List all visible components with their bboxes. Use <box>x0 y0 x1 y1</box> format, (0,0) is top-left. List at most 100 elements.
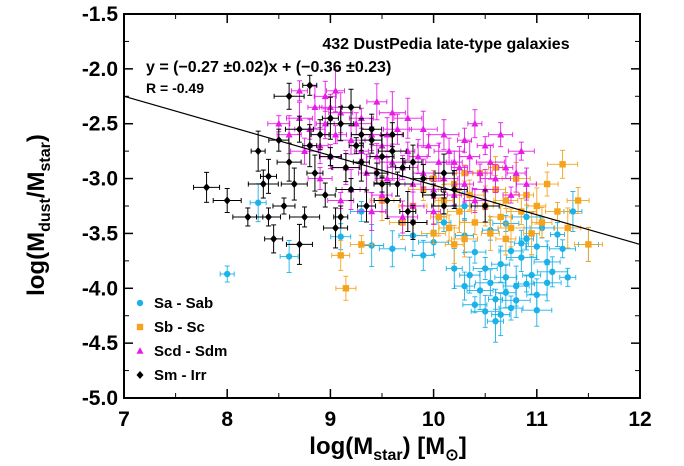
data-point <box>471 119 479 127</box>
data-point <box>409 158 417 167</box>
data-point <box>285 253 293 260</box>
data-point <box>461 282 468 290</box>
data-point <box>290 180 298 189</box>
data-point <box>244 212 252 221</box>
y-tick-label--3.0: -3.0 <box>82 168 118 191</box>
data-point <box>332 223 340 232</box>
data-point <box>373 169 381 178</box>
y-axis-label: log(Mdust/Mstar) <box>23 134 54 296</box>
data-point <box>295 87 303 94</box>
data-point <box>264 212 272 221</box>
data-point <box>471 219 479 226</box>
y-axis-label-close: ) <box>23 134 50 142</box>
data-point <box>482 265 489 272</box>
data-point <box>368 207 376 215</box>
data-point <box>301 147 309 154</box>
data-point <box>574 197 582 204</box>
y-axis-label-sub1: dust <box>37 197 54 231</box>
data-point <box>435 158 443 165</box>
data-point <box>461 202 468 210</box>
data-point <box>512 169 520 176</box>
x-tick-label-12: 12 <box>628 408 651 431</box>
y-axis-label-pre: log(M <box>23 232 50 296</box>
data-point <box>476 169 484 176</box>
x-tick-label-9: 9 <box>325 408 337 431</box>
data-point <box>203 183 211 192</box>
data-point <box>363 202 371 210</box>
data-point <box>368 242 375 249</box>
data-point <box>347 136 355 143</box>
legend-label-1: Sb - Sc <box>154 319 205 336</box>
data-point <box>388 147 396 156</box>
data-point <box>378 191 386 198</box>
data-point <box>533 307 540 314</box>
data-point <box>389 245 396 252</box>
data-point <box>270 234 278 243</box>
data-point <box>533 202 540 210</box>
data-point <box>393 180 401 189</box>
data-point <box>543 258 551 266</box>
data-point <box>409 218 417 227</box>
data-point <box>523 280 530 288</box>
data-point <box>259 180 267 189</box>
data-point <box>321 191 329 200</box>
data-point <box>564 274 571 281</box>
data-point <box>554 208 561 215</box>
data-point <box>393 125 401 132</box>
data-point <box>285 158 293 167</box>
data-point <box>559 161 566 168</box>
data-point <box>502 235 510 243</box>
legend-label-0: Sa - Sab <box>154 295 213 312</box>
data-point <box>549 268 556 276</box>
legend-label-2: Scd - Sdm <box>154 343 227 360</box>
data-point <box>306 141 314 150</box>
data-point <box>347 185 355 194</box>
data-point <box>523 213 530 221</box>
x-tick-label-10: 10 <box>422 408 445 431</box>
data-point <box>507 247 515 255</box>
data-point <box>492 174 500 182</box>
data-point <box>399 163 407 172</box>
data-point <box>275 119 283 127</box>
data-point <box>481 202 489 210</box>
x-tick-label-11: 11 <box>526 408 549 431</box>
legend-label-3: Sm - Irr <box>154 367 207 384</box>
data-point <box>342 163 350 172</box>
fit-equation: y = (−0.27 ±0.02)x + (−0.36 ±0.23) <box>146 59 391 76</box>
data-point <box>440 219 448 226</box>
data-point <box>528 230 535 237</box>
data-point <box>295 125 303 134</box>
data-point <box>285 92 293 101</box>
y-tick-label--4.0: -4.0 <box>82 277 118 300</box>
x-axis-label-sub: star <box>373 447 402 464</box>
data-point <box>404 114 412 122</box>
data-point <box>388 108 396 116</box>
x-axis-label-pre: log(M <box>309 433 373 460</box>
data-point <box>471 248 479 256</box>
fit-line <box>123 95 641 245</box>
data-point <box>471 196 479 204</box>
data-point <box>358 241 365 248</box>
data-point <box>445 147 453 154</box>
data-point <box>461 180 469 187</box>
data-point <box>502 274 510 281</box>
data-point <box>285 130 293 138</box>
data-point <box>507 224 515 232</box>
data-point <box>347 103 355 112</box>
data-point <box>378 180 386 189</box>
data-point <box>419 125 427 132</box>
data-point <box>497 260 504 268</box>
data-point <box>481 185 489 193</box>
x-tick-label-7: 7 <box>118 408 130 431</box>
y-axis-label-mid: /M <box>23 171 50 198</box>
legend-marker-1 <box>136 323 144 331</box>
data-point <box>404 207 412 216</box>
data-point <box>352 141 360 150</box>
data-point <box>368 125 376 134</box>
correlation-label: R = -0.49 <box>146 80 204 96</box>
data-point <box>378 152 386 161</box>
data-point <box>357 130 365 139</box>
x-axis-label-close: ] <box>459 433 467 460</box>
data-point <box>321 119 329 127</box>
legend-marker-0 <box>136 299 144 307</box>
